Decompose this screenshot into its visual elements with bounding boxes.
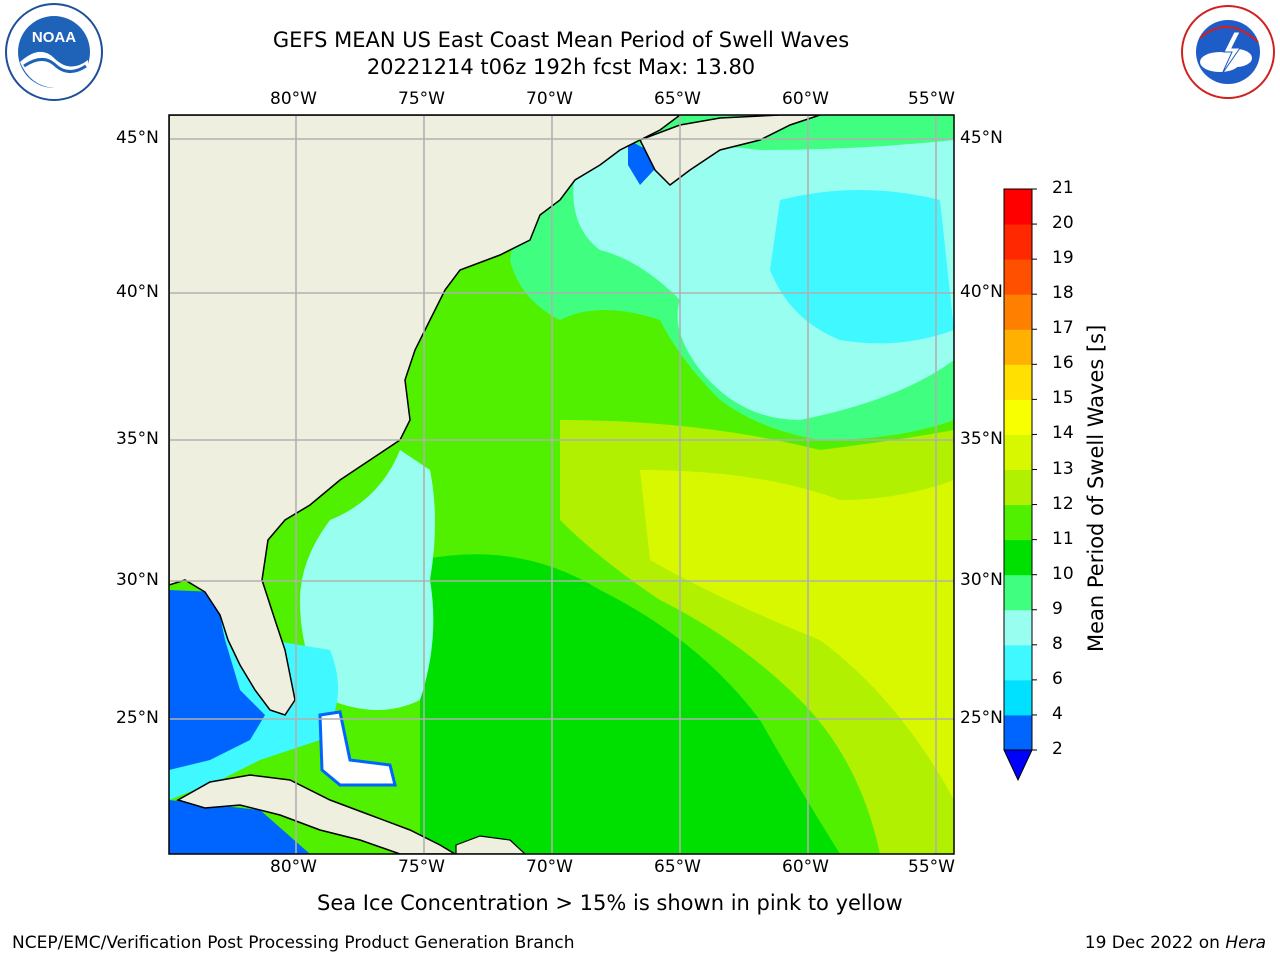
lat-label-left: 25°N <box>116 708 159 728</box>
colorbar-segment <box>1004 504 1032 541</box>
lat-label-left: 40°N <box>116 282 159 302</box>
colorbar-segment <box>1004 539 1032 576</box>
lat-label-left: 35°N <box>116 429 159 449</box>
lon-label-top: 55°W <box>908 89 955 109</box>
lat-label-right: 45°N <box>960 128 1003 148</box>
lon-label-bottom: 60°W <box>782 857 829 877</box>
lat-label-left: 30°N <box>116 570 159 590</box>
colorbar-tick-label: 20 <box>1052 213 1074 234</box>
colorbar-tick-label: 19 <box>1052 248 1074 269</box>
colorbar-segment <box>1004 679 1032 716</box>
colorbar-tick-label: 9 <box>1052 598 1063 619</box>
colorbar-segment <box>1004 469 1032 506</box>
colorbar-segment <box>1004 294 1032 330</box>
colorbar-tick-label: 12 <box>1052 493 1074 514</box>
colorbar-segment <box>1004 364 1032 400</box>
lat-label-right: 25°N <box>960 708 1003 728</box>
lat-label-left: 45°N <box>116 128 159 148</box>
colorbar-tick-label: 16 <box>1052 353 1074 374</box>
lon-label-bottom: 75°W <box>398 857 445 877</box>
colorbar-tick-label: 18 <box>1052 283 1074 304</box>
lon-label-top: 70°W <box>526 89 573 109</box>
colorbar-tick-label: 6 <box>1052 668 1063 689</box>
lon-label-top: 60°W <box>782 89 829 109</box>
lat-label-right: 40°N <box>960 282 1003 302</box>
colorbar-tick-label: 2 <box>1052 739 1063 759</box>
sea-ice-caption: Sea Ice Concentration > 15% is shown in … <box>317 891 903 915</box>
lon-label-bottom: 65°W <box>654 857 701 877</box>
footer-left: NCEP/EMC/Verification Post Processing Pr… <box>12 933 575 953</box>
graticule <box>169 115 954 854</box>
lon-label-bottom: 80°W <box>270 857 317 877</box>
colorbar-segment <box>1004 399 1032 435</box>
colorbar-segment <box>1004 644 1032 681</box>
footer-host: Hera <box>1225 933 1266 953</box>
noaa-logo-text: NOAA <box>32 29 76 46</box>
footer-date: 19 Dec 2022 on <box>1084 933 1226 953</box>
colorbar-segment <box>1004 224 1032 260</box>
lon-label-top: 75°W <box>398 89 445 109</box>
colorbar-segment <box>1004 434 1032 470</box>
colorbar-tick-label: 10 <box>1052 563 1074 584</box>
colorbar-segment <box>1004 329 1032 365</box>
cuba-land <box>176 774 457 854</box>
colorbar-tick-label: 4 <box>1052 703 1063 724</box>
colorbar-tick-label: 13 <box>1052 458 1074 479</box>
lon-label-top: 80°W <box>270 89 317 109</box>
noaa-logo: NOAA <box>5 3 103 101</box>
colorbar-tick-label: 11 <box>1052 528 1074 549</box>
colorbar-tick-label: 14 <box>1052 423 1074 444</box>
map-frame <box>168 114 955 855</box>
lon-label-bottom: 55°W <box>908 857 955 877</box>
colorbar-tick-label: 15 <box>1052 388 1074 409</box>
colorbar-segment <box>1004 609 1032 646</box>
colorbar-extend-arrow <box>1003 749 1033 782</box>
chart-title: GEFS MEAN US East Coast Mean Period of S… <box>272 28 850 52</box>
colorbar <box>1003 188 1037 782</box>
colorbar-tick-label: 8 <box>1052 633 1063 654</box>
lon-label-top: 65°W <box>654 89 701 109</box>
colorbar-segment <box>1004 574 1032 611</box>
footer-right: 19 Dec 2022 on Hera <box>1085 933 1266 953</box>
lat-label-right: 30°N <box>960 570 1003 590</box>
nws-logo <box>1181 5 1275 99</box>
colorbar-segment <box>1004 714 1032 751</box>
colorbar-title: Mean Period of Swell Waves [s] <box>1084 324 1108 652</box>
colorbar-tick-label: 17 <box>1052 318 1074 339</box>
colorbar-segment <box>1004 189 1032 225</box>
lat-label-right: 35°N <box>960 429 1003 449</box>
chart-subtitle: 20221214 t06z 192h fcst Max: 13.80 <box>366 55 756 79</box>
colorbar-segment <box>1004 259 1032 295</box>
maritimes-land <box>638 115 821 186</box>
lon-label-bottom: 70°W <box>526 857 573 877</box>
colorbar-tick-label: 21 <box>1052 178 1074 198</box>
